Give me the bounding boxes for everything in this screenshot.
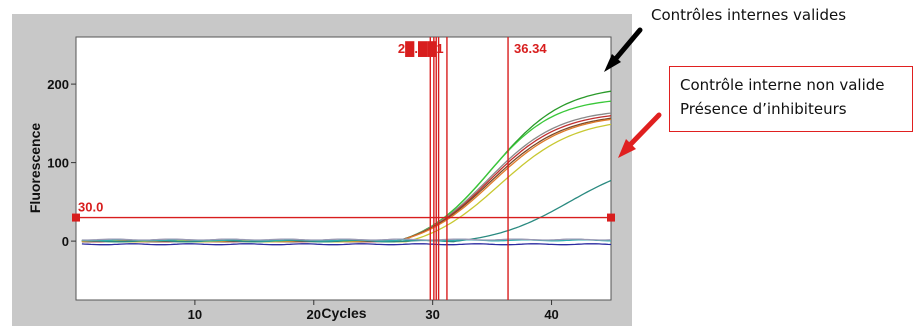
y-axis-label: Fluorescence: [27, 123, 43, 213]
series-line: [81, 238, 612, 241]
y-axis-ticks: 0 100 200: [47, 77, 76, 249]
valid-controls-arrow: [604, 27, 643, 72]
invalid-control-callout: Contrôle interne non valide Présence d’i…: [669, 66, 913, 132]
x-axis-ticks: 10 20 30 40: [188, 300, 559, 322]
amplification-curves: [81, 90, 612, 246]
cycle-markers: 36.34 2█.██1: [398, 37, 547, 300]
plot-area: [75, 36, 612, 301]
threshold-label: 30.0: [78, 200, 103, 215]
cycle-marker-label: 36.34: [514, 41, 547, 56]
threshold-group: 30.0: [72, 200, 615, 222]
invalid-control-label: Contrôle interne non valide: [680, 76, 885, 94]
x-tick-label: 20: [307, 307, 321, 322]
x-tick-label: 10: [188, 307, 202, 322]
series-line: [81, 243, 612, 246]
x-tick-label: 30: [425, 307, 439, 322]
threshold-handle-left[interactable]: [72, 213, 80, 222]
x-axis-label: Cycles: [321, 305, 366, 321]
x-tick-label: 40: [544, 307, 558, 322]
y-tick-label: 100: [47, 156, 69, 171]
series-line: [81, 239, 611, 242]
y-tick-label: 200: [47, 77, 69, 92]
marker-cluster-label: 2█.██1: [398, 41, 444, 57]
valid-controls-annotation: Contrôles internes valides: [651, 6, 847, 24]
invalid-control-arrow: [618, 112, 662, 158]
threshold-handle-right[interactable]: [607, 213, 615, 222]
series-line: [81, 179, 612, 243]
y-tick-label: 0: [62, 234, 69, 249]
inhibitors-label: Présence d’inhibiteurs: [680, 100, 847, 118]
